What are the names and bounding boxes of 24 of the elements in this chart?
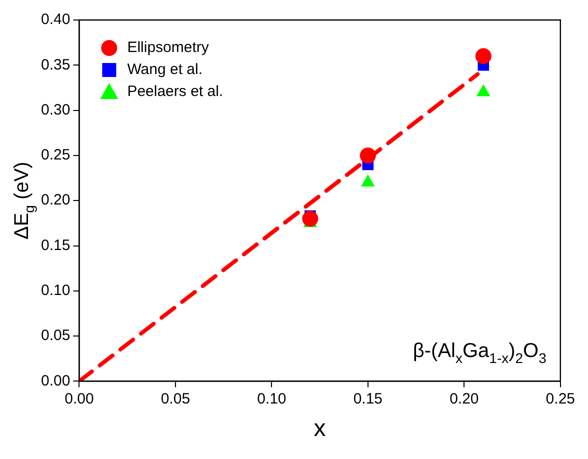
x-axis-title: x	[314, 415, 326, 442]
x-tick-label: 0.20	[450, 390, 479, 408]
point	[360, 147, 376, 164]
y-tick-label: 0.00	[40, 372, 70, 390]
legend-label: Ellipsometry	[127, 39, 210, 56]
x-tick-label: 0.05	[160, 390, 190, 408]
x-tick-label: 0.25	[546, 390, 576, 408]
y-tick-label: 0.05	[40, 327, 70, 344]
point	[475, 48, 492, 64]
y-tick-label: 0.20	[40, 192, 70, 209]
y-tick-label: 0.15	[40, 236, 70, 254]
y-tick-label: 0.25	[40, 146, 70, 164]
point	[360, 174, 375, 187]
legend-label: Peelaers et al.	[127, 83, 224, 100]
y-tick-label: 0.40	[40, 11, 70, 28]
y-tick-label: 0.30	[40, 101, 70, 118]
y-tick-label: 0.10	[40, 282, 70, 300]
y-axis-title: ΔEg (eV)	[11, 162, 37, 240]
x-tick-label: 0.00	[64, 390, 94, 408]
point	[302, 210, 318, 227]
y-tick-label: 0.35	[40, 56, 70, 74]
x-tick-label: 0.15	[353, 390, 383, 408]
legend-label: Wang et al.	[127, 61, 203, 78]
x-tick-label: 0.10	[257, 390, 286, 408]
